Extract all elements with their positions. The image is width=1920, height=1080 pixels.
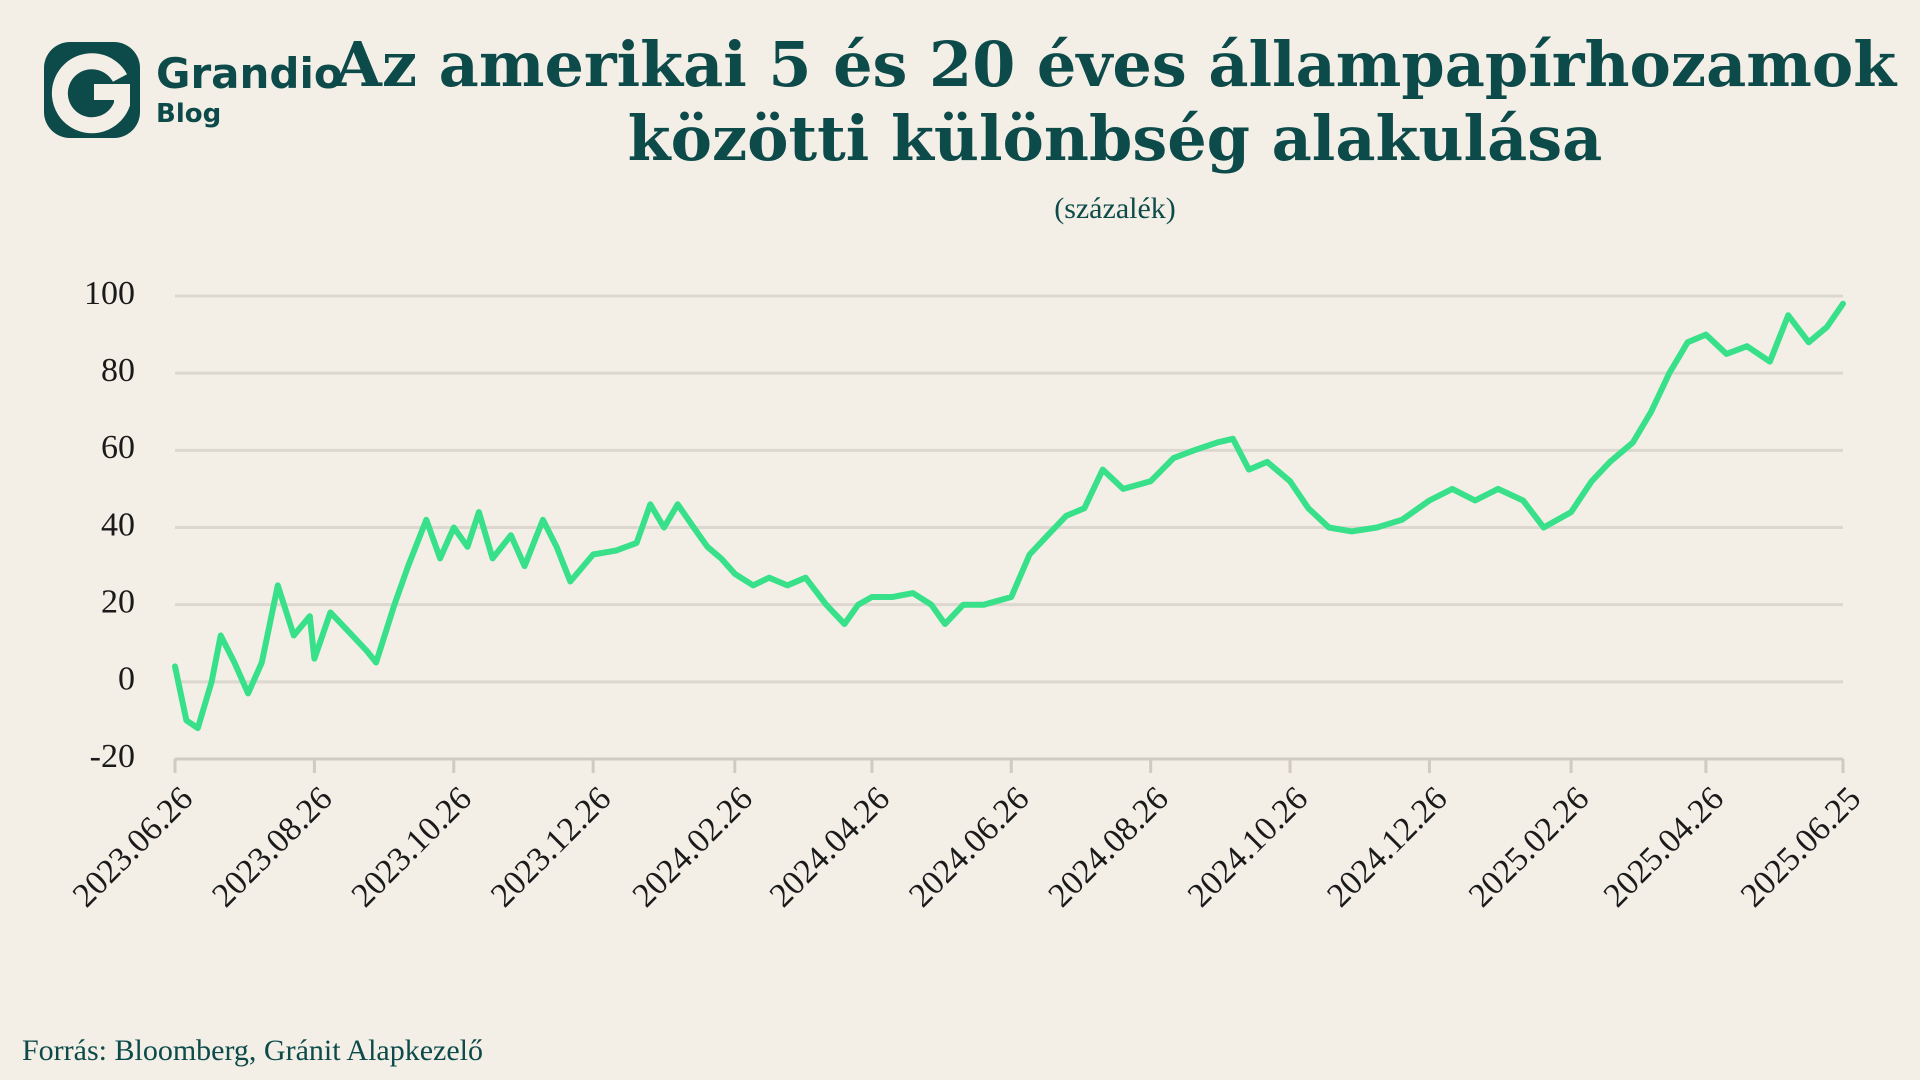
y-tick-label: 60 xyxy=(101,429,135,466)
x-tick-label: 2024.08.26 xyxy=(1041,780,1175,914)
logo-letter xyxy=(51,53,130,134)
y-tick-label: -20 xyxy=(90,738,135,775)
y-tick-label: 20 xyxy=(101,583,135,620)
x-tick-label: 2024.04.26 xyxy=(763,780,897,914)
x-tick-label: 2023.12.26 xyxy=(484,780,618,914)
x-tick-label: 2024.12.26 xyxy=(1320,780,1454,914)
x-tick-label: 2025.02.26 xyxy=(1462,780,1596,914)
x-tick-label: 2023.08.26 xyxy=(205,780,339,914)
x-tick-label: 2025.06.25 xyxy=(1734,780,1868,914)
brand-name: Grandio xyxy=(156,49,343,98)
x-tick-label: 2023.06.26 xyxy=(66,780,200,914)
x-tick-label: 2024.06.26 xyxy=(902,780,1036,914)
chart-title-line2: közötti különbség alakulása xyxy=(628,102,1603,175)
source-note: Forrás: Bloomberg, Gránit Alapkezelő xyxy=(22,1034,483,1067)
brand-sub: Blog xyxy=(156,99,221,129)
y-tick-label: 40 xyxy=(101,506,135,543)
y-tick-label: 100 xyxy=(84,275,135,312)
chart-title: Az amerikai 5 és 20 éves állampapírhozam… xyxy=(333,28,1898,101)
data-line xyxy=(172,300,1846,732)
x-tick-label: 2023.10.26 xyxy=(345,780,479,914)
x-tick-label: 2024.02.26 xyxy=(626,780,760,914)
logo: Grandio Blog xyxy=(44,42,343,138)
y-tick-label: 0 xyxy=(118,661,135,698)
y-tick-label: 80 xyxy=(101,352,135,389)
x-tick-label: 2024.10.26 xyxy=(1181,780,1315,914)
chart-subtitle: (százalék) xyxy=(1054,192,1176,225)
x-tick-label: 2025.04.26 xyxy=(1597,780,1731,914)
